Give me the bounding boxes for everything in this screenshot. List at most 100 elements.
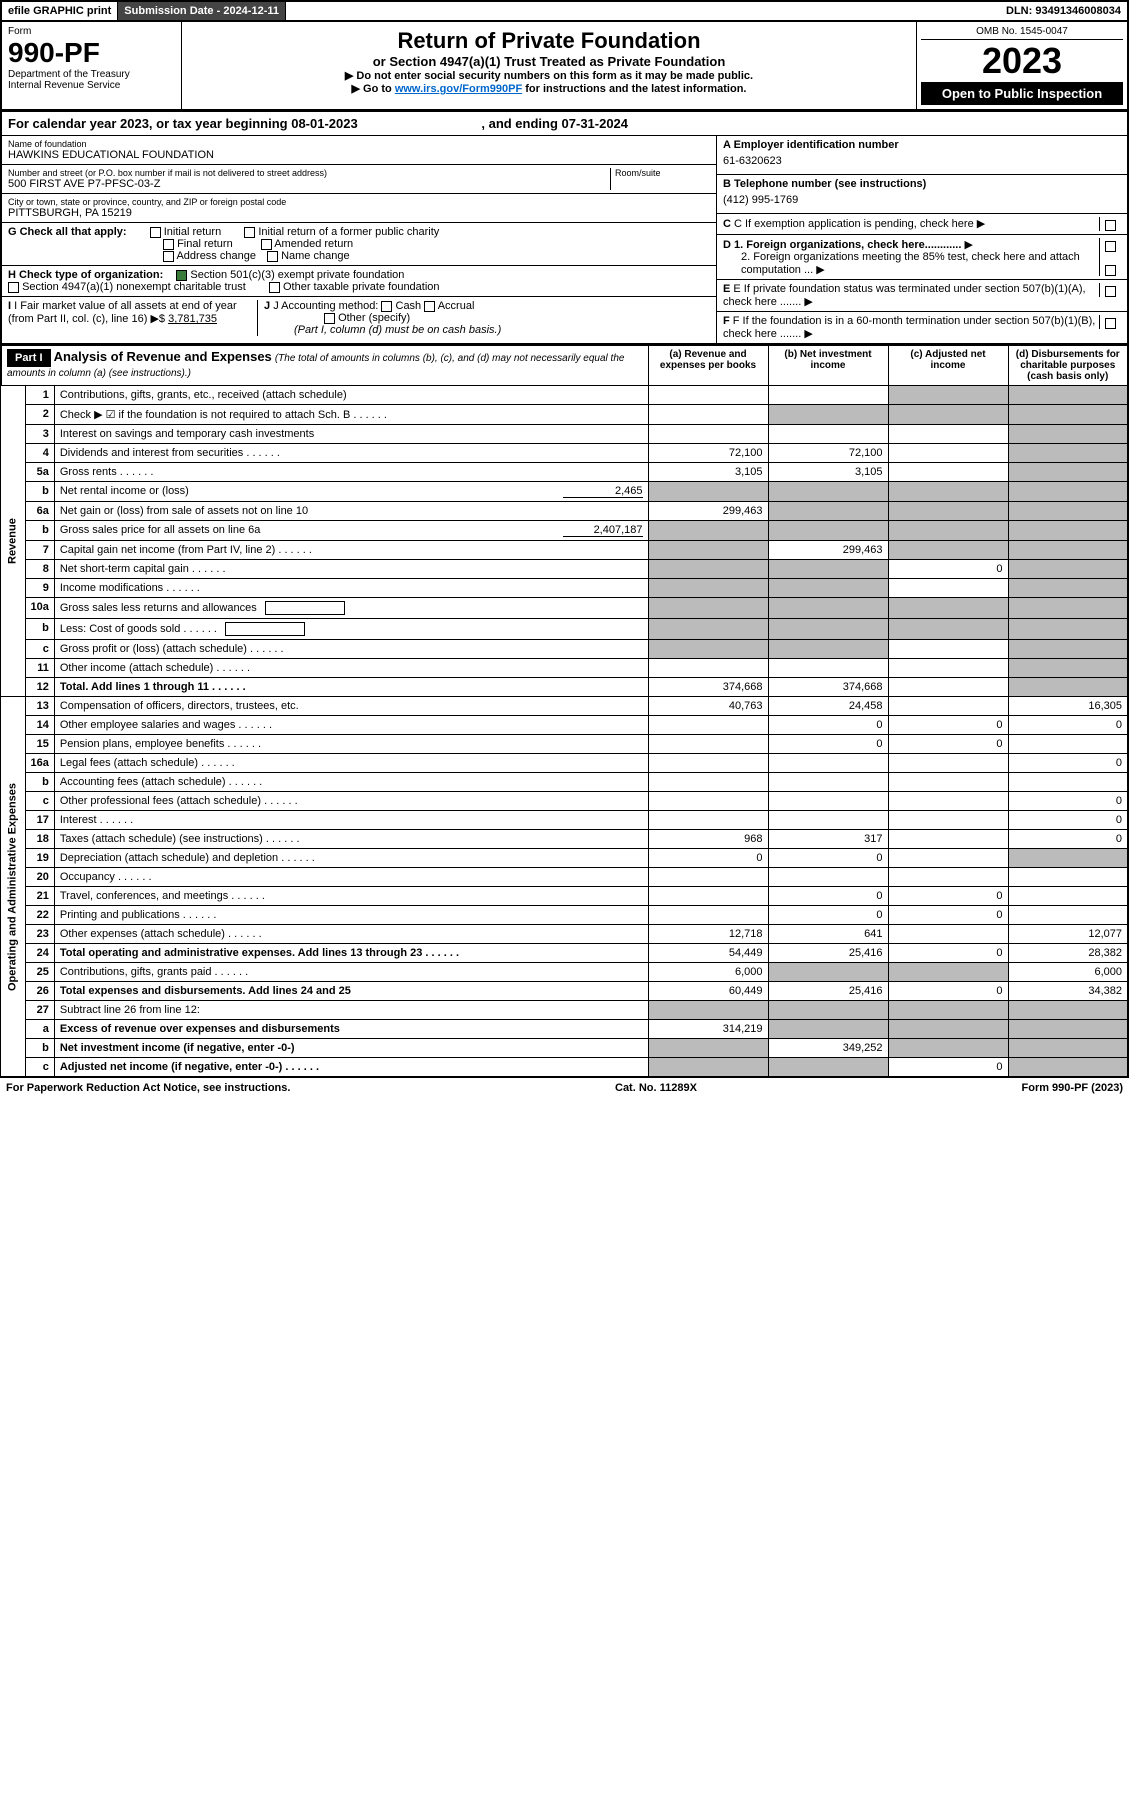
row-description: Pension plans, employee benefits . . . .… bbox=[54, 735, 648, 754]
c-box: C C If exemption application is pending,… bbox=[717, 214, 1127, 235]
amount-cell bbox=[648, 640, 768, 659]
table-row: 9Income modifications . . . . . . bbox=[1, 579, 1128, 598]
amount-cell: 0 bbox=[1008, 754, 1128, 773]
amount-cell: 25,416 bbox=[768, 944, 888, 963]
row-description: Income modifications . . . . . . bbox=[54, 579, 648, 598]
row-number: 26 bbox=[25, 982, 54, 1001]
efile-label[interactable]: efile GRAPHIC print bbox=[2, 2, 118, 20]
amount-cell: 0 bbox=[888, 887, 1008, 906]
amount-cell bbox=[648, 887, 768, 906]
row-number: 4 bbox=[25, 444, 54, 463]
header-right: OMB No. 1545-0047 2023 Open to Public In… bbox=[917, 22, 1127, 109]
other-taxable-checkbox[interactable] bbox=[269, 282, 280, 293]
table-row: 16aLegal fees (attach schedule) . . . . … bbox=[1, 754, 1128, 773]
amount-cell: 0 bbox=[888, 982, 1008, 1001]
table-row: 14Other employee salaries and wages . . … bbox=[1, 716, 1128, 735]
table-row: bAccounting fees (attach schedule) . . .… bbox=[1, 773, 1128, 792]
row-description: Other income (attach schedule) . . . . .… bbox=[54, 659, 648, 678]
amount-cell bbox=[1008, 463, 1128, 482]
row-number: b bbox=[25, 1039, 54, 1058]
amount-cell bbox=[1008, 1039, 1128, 1058]
amount-cell bbox=[648, 598, 768, 619]
row-description: Depreciation (attach schedule) and deple… bbox=[54, 849, 648, 868]
foreign-85-checkbox[interactable] bbox=[1105, 265, 1116, 276]
amount-cell bbox=[768, 560, 888, 579]
row-description: Less: Cost of goods sold . . . . . . bbox=[54, 619, 648, 640]
4947-checkbox[interactable] bbox=[8, 282, 19, 293]
amount-cell bbox=[768, 659, 888, 678]
note-ssn: ▶ Do not enter social security numbers o… bbox=[188, 69, 910, 82]
amount-cell bbox=[1008, 405, 1128, 425]
table-row: 7Capital gain net income (from Part IV, … bbox=[1, 541, 1128, 560]
amount-cell: 6,000 bbox=[648, 963, 768, 982]
amount-cell: 54,449 bbox=[648, 944, 768, 963]
amount-cell bbox=[1008, 541, 1128, 560]
amount-cell bbox=[648, 1039, 768, 1058]
former-charity-checkbox[interactable] bbox=[244, 227, 255, 238]
table-row: 10aGross sales less returns and allowanc… bbox=[1, 598, 1128, 619]
amount-cell bbox=[648, 560, 768, 579]
row-number: 5a bbox=[25, 463, 54, 482]
row-number: b bbox=[25, 521, 54, 541]
table-row: cAdjusted net income (if negative, enter… bbox=[1, 1058, 1128, 1077]
other-method-checkbox[interactable] bbox=[324, 313, 335, 324]
501c3-checkbox[interactable] bbox=[176, 270, 187, 281]
amended-return-checkbox[interactable] bbox=[261, 239, 272, 250]
amount-cell bbox=[888, 463, 1008, 482]
accrual-checkbox[interactable] bbox=[424, 301, 435, 312]
row-number: 25 bbox=[25, 963, 54, 982]
row-number: 6a bbox=[25, 502, 54, 521]
foreign-org-checkbox[interactable] bbox=[1105, 241, 1116, 252]
row-number: 21 bbox=[25, 887, 54, 906]
amount-cell bbox=[648, 906, 768, 925]
row-description: Compensation of officers, directors, tru… bbox=[54, 697, 648, 716]
table-row: 19Depreciation (attach schedule) and dep… bbox=[1, 849, 1128, 868]
amount-cell: 0 bbox=[768, 887, 888, 906]
amount-cell bbox=[648, 716, 768, 735]
amount-cell bbox=[888, 868, 1008, 887]
amount-cell bbox=[768, 521, 888, 541]
60-month-checkbox[interactable] bbox=[1105, 318, 1116, 329]
amount-cell bbox=[768, 811, 888, 830]
amount-cell bbox=[1008, 659, 1128, 678]
amount-cell bbox=[888, 830, 1008, 849]
amount-cell bbox=[888, 405, 1008, 425]
amount-cell bbox=[1008, 640, 1128, 659]
amount-cell bbox=[768, 640, 888, 659]
row-number: 18 bbox=[25, 830, 54, 849]
table-row: 2Check ▶ ☑ if the foundation is not requ… bbox=[1, 405, 1128, 425]
amount-cell bbox=[888, 792, 1008, 811]
row-description: Occupancy . . . . . . bbox=[54, 868, 648, 887]
initial-return-checkbox[interactable] bbox=[150, 227, 161, 238]
row-description: Net investment income (if negative, ente… bbox=[54, 1039, 648, 1058]
amount-cell: 0 bbox=[1008, 716, 1128, 735]
final-return-checkbox[interactable] bbox=[163, 239, 174, 250]
i-j-box: I I Fair market value of all assets at e… bbox=[2, 297, 716, 339]
table-row: 18Taxes (attach schedule) (see instructi… bbox=[1, 830, 1128, 849]
amount-cell bbox=[888, 925, 1008, 944]
address-change-checkbox[interactable] bbox=[163, 251, 174, 262]
amount-cell bbox=[888, 444, 1008, 463]
amount-cell bbox=[648, 521, 768, 541]
amount-cell: 349,252 bbox=[768, 1039, 888, 1058]
irs-link[interactable]: www.irs.gov/Form990PF bbox=[395, 83, 522, 95]
table-row: aExcess of revenue over expenses and dis… bbox=[1, 1020, 1128, 1039]
table-row: 24Total operating and administrative exp… bbox=[1, 944, 1128, 963]
amount-cell bbox=[648, 659, 768, 678]
row-description: Contributions, gifts, grants paid . . . … bbox=[54, 963, 648, 982]
amount-cell bbox=[648, 482, 768, 502]
amount-cell bbox=[768, 579, 888, 598]
status-terminated-checkbox[interactable] bbox=[1105, 286, 1116, 297]
exemption-pending-checkbox[interactable] bbox=[1105, 220, 1116, 231]
part1-title: Analysis of Revenue and Expenses bbox=[54, 349, 272, 364]
row-number: 8 bbox=[25, 560, 54, 579]
row-description: Adjusted net income (if negative, enter … bbox=[54, 1058, 648, 1077]
cash-checkbox[interactable] bbox=[381, 301, 392, 312]
amount-cell bbox=[648, 868, 768, 887]
amount-cell bbox=[888, 425, 1008, 444]
amount-cell bbox=[888, 502, 1008, 521]
table-row: 12Total. Add lines 1 through 11 . . . . … bbox=[1, 678, 1128, 697]
amount-cell: 0 bbox=[888, 735, 1008, 754]
name-change-checkbox[interactable] bbox=[267, 251, 278, 262]
col-b-header: (b) Net investment income bbox=[768, 346, 888, 386]
